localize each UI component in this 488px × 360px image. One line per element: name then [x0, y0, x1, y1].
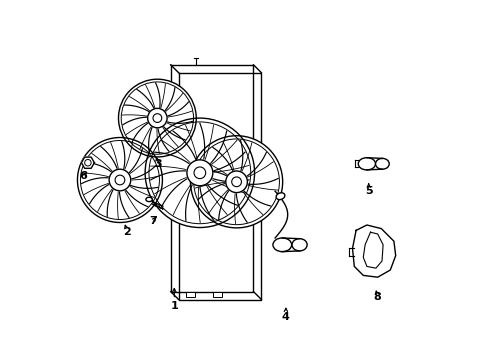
Text: 6: 6 [79, 171, 87, 181]
Circle shape [77, 138, 162, 222]
Text: 7: 7 [148, 216, 156, 226]
Polygon shape [81, 157, 94, 168]
Circle shape [153, 114, 162, 122]
Polygon shape [213, 292, 222, 297]
Text: 8: 8 [373, 292, 381, 302]
Ellipse shape [272, 238, 291, 252]
Text: 4: 4 [282, 312, 289, 322]
Text: 2: 2 [123, 227, 131, 237]
Ellipse shape [145, 197, 152, 202]
Polygon shape [170, 65, 253, 292]
Ellipse shape [358, 158, 375, 170]
Circle shape [194, 167, 205, 179]
Circle shape [231, 177, 241, 187]
Circle shape [115, 175, 124, 185]
Circle shape [109, 169, 130, 191]
Circle shape [186, 160, 212, 186]
Ellipse shape [276, 193, 285, 199]
Polygon shape [186, 292, 194, 297]
Ellipse shape [291, 239, 306, 251]
Circle shape [118, 79, 196, 157]
Text: 1: 1 [170, 301, 178, 311]
Polygon shape [352, 225, 395, 277]
Circle shape [84, 159, 91, 166]
Circle shape [145, 118, 254, 228]
Text: 5: 5 [364, 186, 372, 196]
Circle shape [190, 136, 282, 228]
Circle shape [225, 171, 247, 193]
Text: 3: 3 [154, 159, 162, 169]
Ellipse shape [375, 158, 388, 169]
Circle shape [147, 108, 167, 128]
